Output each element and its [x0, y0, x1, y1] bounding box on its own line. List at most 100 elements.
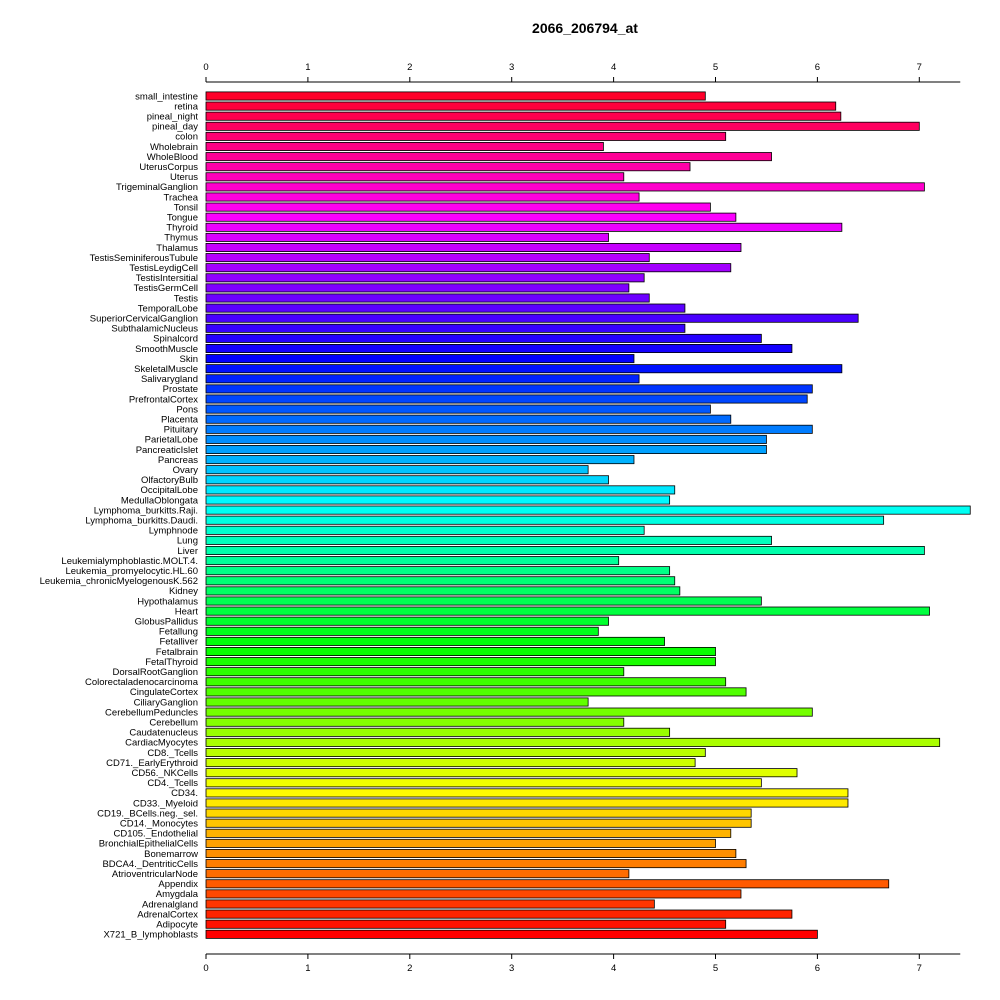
category-label: Colorectaladenocarcinoma	[85, 677, 199, 688]
bottom-tick-label: 7	[917, 963, 922, 974]
category-label: pineal_day	[152, 122, 198, 133]
bar	[205, 859, 747, 869]
category-label: Caudatenucleus	[129, 728, 198, 739]
bar	[205, 647, 716, 657]
bar	[205, 576, 676, 586]
bar	[205, 293, 650, 303]
category-label: Fetalbrain	[156, 647, 198, 658]
bar	[205, 384, 813, 394]
bar	[205, 586, 681, 596]
category-label: PancreaticIslet	[136, 445, 199, 456]
category-label: OlfactoryBulb	[141, 475, 198, 486]
bar	[205, 354, 635, 364]
category-label: CD56._NKCells	[131, 768, 198, 779]
category-label: SubthalamicNucleus	[111, 324, 198, 335]
bar	[205, 172, 625, 182]
top-tick-label: 3	[509, 62, 514, 73]
bottom-tick-label: 6	[815, 963, 820, 974]
category-label: FetalThyroid	[145, 657, 198, 668]
bar	[205, 919, 727, 929]
category-label: WholeBlood	[147, 152, 198, 163]
bar	[205, 222, 843, 232]
top-tick-label: 2	[407, 62, 412, 73]
bar	[205, 364, 843, 374]
bar	[205, 737, 941, 747]
bar	[205, 212, 737, 222]
category-label: PrefrontalCortex	[129, 394, 198, 405]
category-label: Pons	[176, 404, 198, 415]
bar	[205, 546, 925, 556]
bar	[205, 152, 772, 162]
bar	[205, 91, 706, 101]
bar	[205, 333, 762, 343]
category-label: CingulateCortex	[130, 687, 198, 698]
bar	[205, 434, 767, 444]
bar	[205, 515, 885, 525]
category-label: Leukemialymphoblastic.MOLT.4.	[61, 556, 198, 567]
category-label: Thymus	[164, 233, 198, 244]
category-label: TestisLeydigCell	[129, 263, 198, 274]
bar	[205, 758, 696, 768]
category-label: Lymphoma_burkitts.Raji.	[94, 505, 198, 516]
category-label: SmoothMuscle	[135, 344, 198, 355]
category-label: Lymphoma_burkitts.Daudi.	[85, 516, 198, 527]
category-label: TestisSeminiferousTubule	[90, 253, 198, 264]
category-label: small_intestine	[135, 91, 198, 102]
bar	[205, 263, 732, 273]
category-label: Kidney	[169, 586, 198, 597]
bar	[205, 687, 747, 697]
bar	[205, 849, 737, 859]
bar	[205, 121, 920, 131]
bar	[205, 424, 813, 434]
category-label: Fetallung	[159, 627, 198, 638]
category-label: CD14._Monocytes	[120, 819, 198, 830]
bar	[205, 798, 849, 808]
category-label: TemporalLobe	[138, 303, 198, 314]
category-label: Pituitary	[164, 425, 199, 436]
category-label: CD105._Endothelial	[113, 829, 198, 840]
category-label: DorsalRootGanglion	[112, 667, 198, 678]
bar	[205, 636, 665, 646]
top-tick-label: 5	[713, 62, 718, 73]
category-label: CardiacMyocytes	[125, 738, 198, 749]
category-label: SkeletalMuscle	[134, 364, 198, 375]
bar	[205, 808, 752, 818]
category-label: Fetalliver	[159, 637, 198, 648]
bar	[205, 182, 925, 192]
bar	[205, 141, 604, 151]
category-label: BDCA4._DentriticCells	[102, 859, 198, 870]
category-label: Spinalcord	[153, 334, 198, 345]
bar	[205, 828, 732, 838]
bar	[205, 889, 742, 899]
bottom-tick-label: 0	[203, 963, 208, 974]
bar	[205, 455, 635, 465]
category-label: X721_B_lymphoblasts	[103, 930, 198, 941]
bar	[205, 596, 762, 606]
bar	[205, 394, 808, 404]
bar	[205, 768, 798, 778]
category-label: colon	[175, 132, 198, 143]
bar	[205, 162, 691, 172]
bar	[205, 788, 849, 798]
bar	[205, 879, 890, 889]
category-label: UterusCorpus	[139, 162, 198, 173]
category-label: CiliaryGanglion	[134, 697, 198, 708]
category-label: BronchialEpithelialCells	[99, 839, 199, 850]
bar	[205, 101, 837, 111]
bar	[205, 131, 727, 141]
category-label: CD4._Tcells	[147, 778, 198, 789]
category-label: CD71._EarlyErythroid	[106, 758, 198, 769]
bar	[205, 202, 711, 212]
category-label: Lung	[177, 536, 198, 547]
bar	[205, 838, 716, 848]
bottom-tick-label: 4	[611, 963, 616, 974]
bar	[205, 667, 625, 677]
category-label: pineal_night	[147, 112, 199, 123]
bottom-tick-label: 1	[305, 963, 310, 974]
category-label: AdrenalCortex	[137, 909, 198, 920]
category-label: retina	[174, 101, 198, 112]
bar	[205, 556, 620, 566]
category-label: Adipocyte	[156, 920, 198, 931]
category-label: Thyroid	[166, 223, 198, 234]
bar	[205, 343, 793, 353]
